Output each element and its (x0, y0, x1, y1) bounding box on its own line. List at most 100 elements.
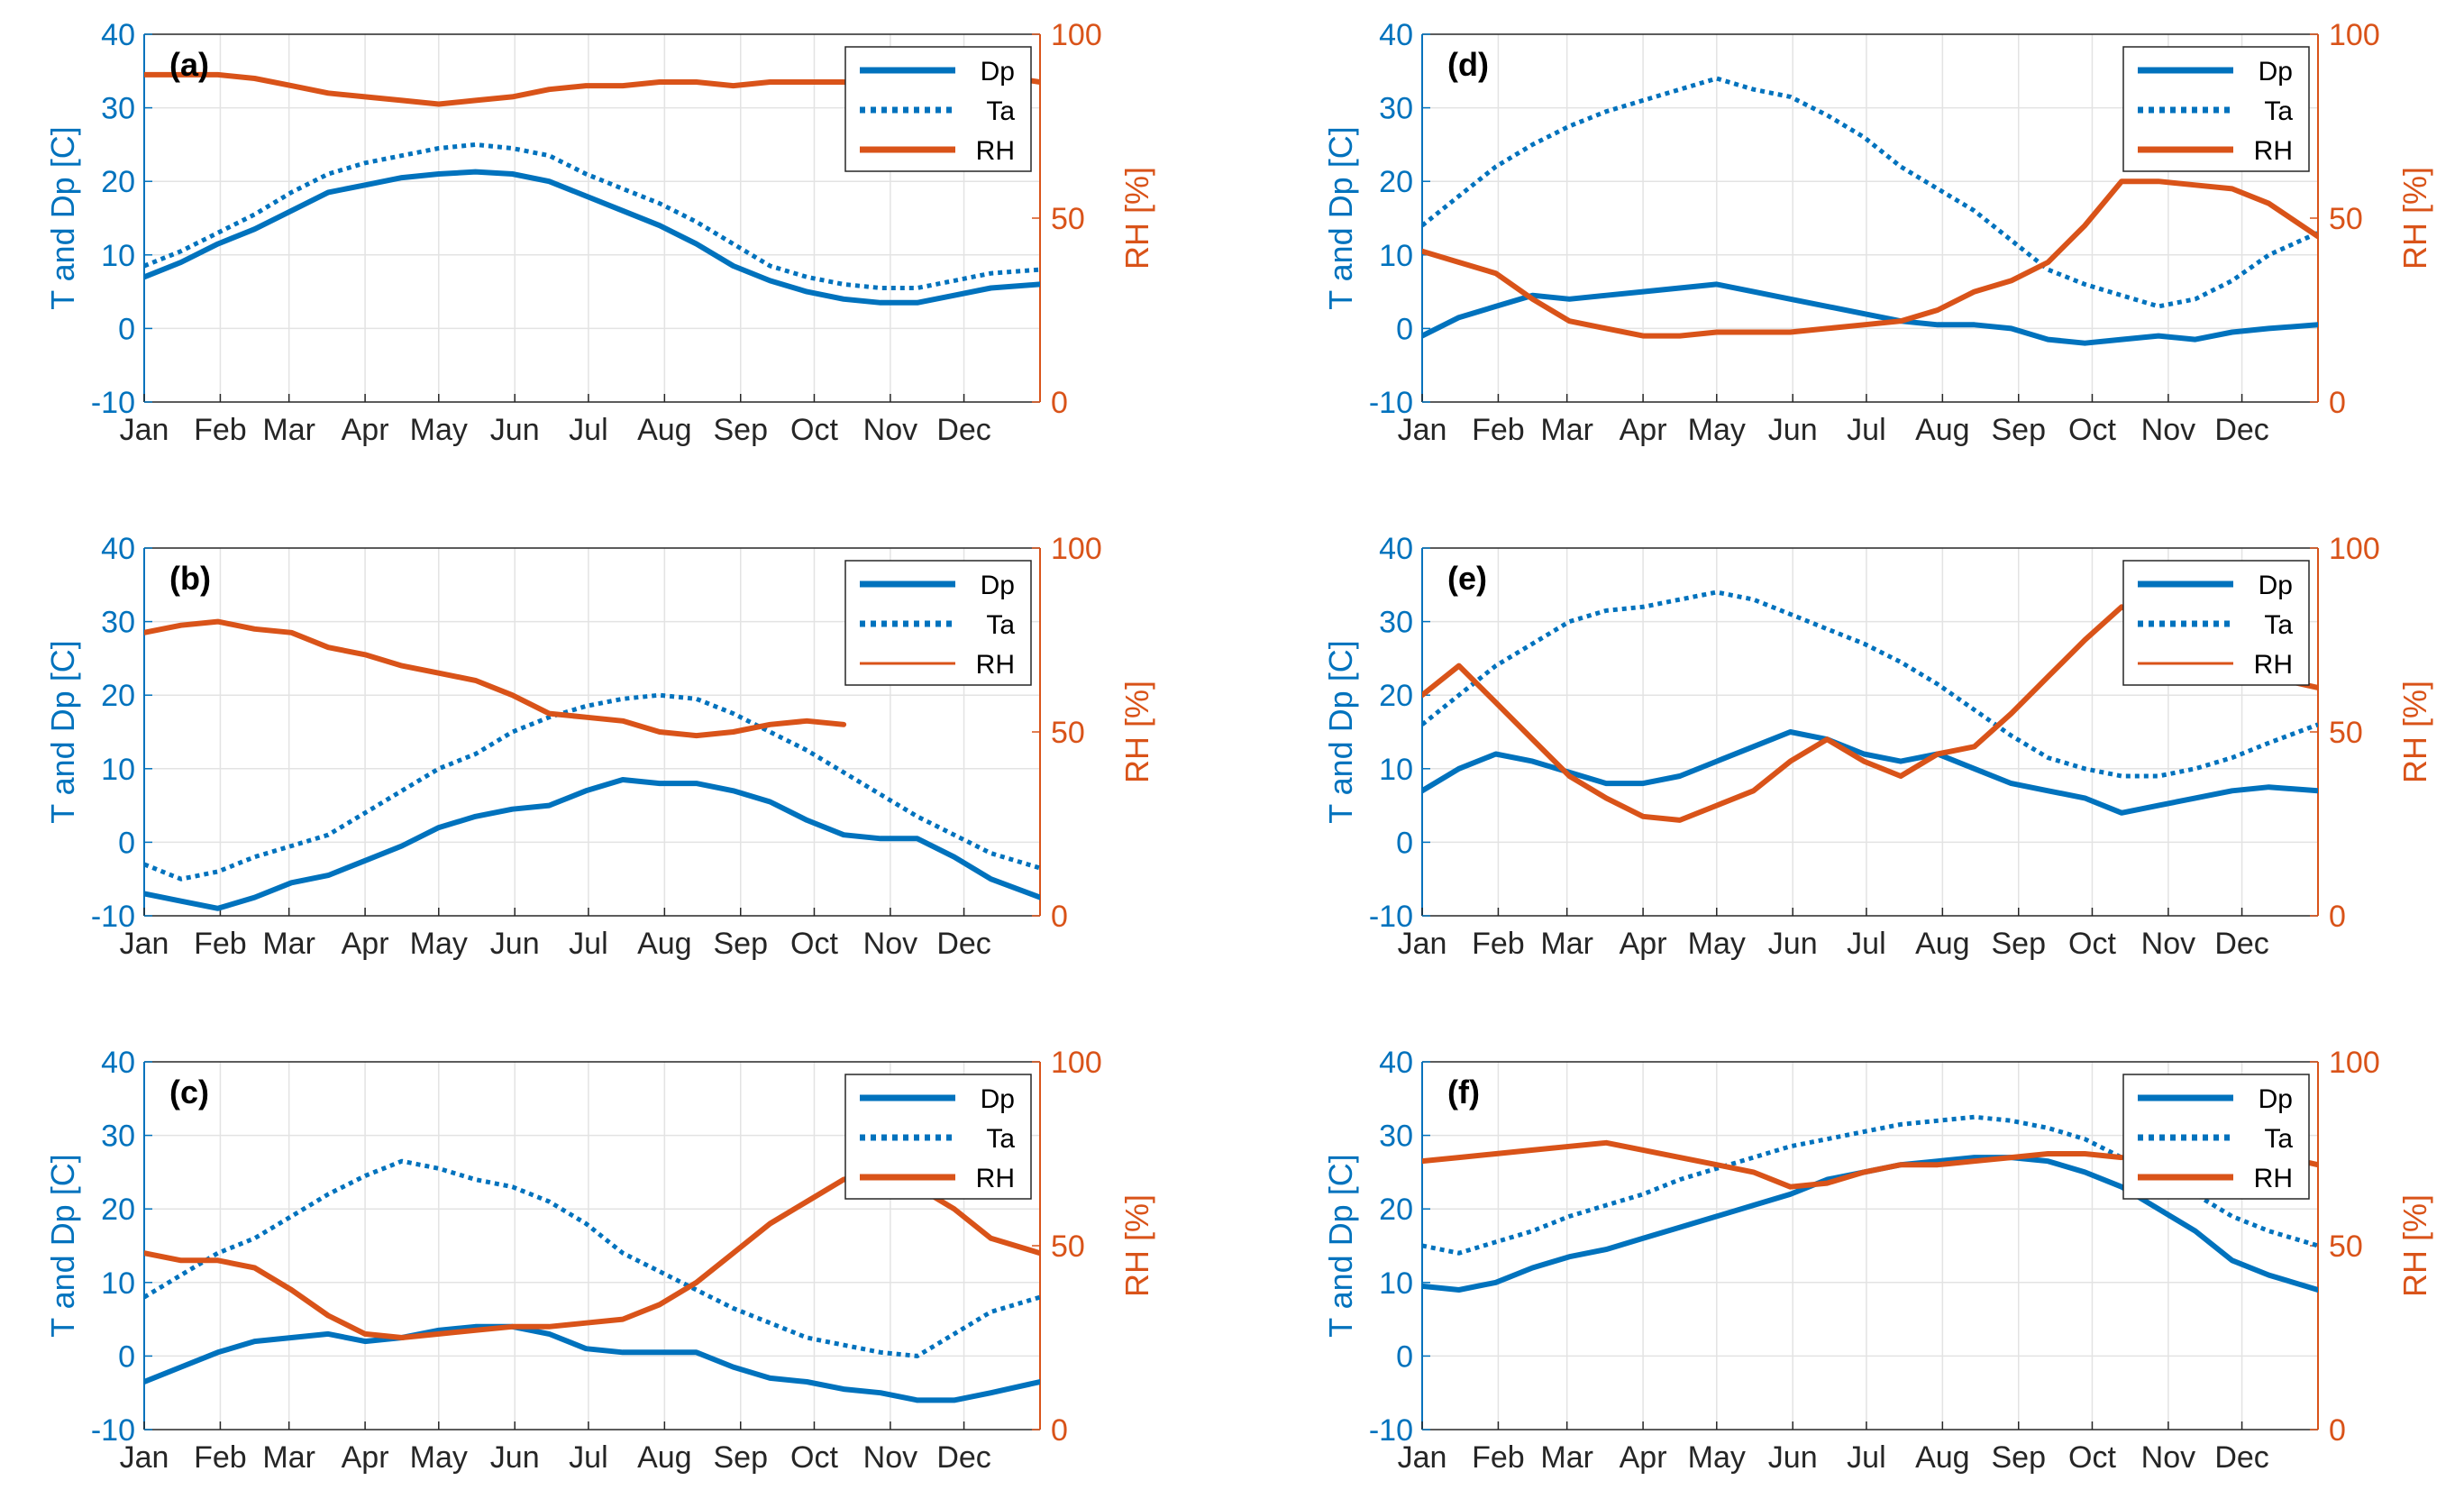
x-tick-label: Aug (637, 927, 692, 961)
left-y-axis-title: T and Dp [C] (44, 1154, 81, 1337)
x-tick-label: Apr (1620, 413, 1667, 447)
series-line-dp (144, 1323, 1040, 1403)
legend: Dp Ta RH (2122, 560, 2310, 686)
x-tick-label: Jan (1398, 1440, 1447, 1475)
left-y-tick-label: 30 (101, 92, 135, 126)
panel-label: (d) (1447, 46, 1489, 83)
right-y-tick-label: 0 (1051, 1413, 1068, 1448)
x-tick-label: Aug (1915, 927, 1970, 961)
x-tick-label: Sep (1992, 1440, 2047, 1475)
x-tick-label: Aug (1915, 413, 1970, 447)
legend-label: Ta (986, 1124, 1015, 1154)
x-tick-label: Apr (342, 1440, 389, 1475)
x-tick-label: May (410, 927, 468, 961)
panel-label: (b) (169, 560, 211, 597)
x-tick-label: Nov (863, 927, 917, 961)
x-tick-label: Nov (863, 1440, 917, 1475)
right-y-tick-label: 100 (2329, 532, 2380, 566)
legend-label: Ta (2264, 1124, 2293, 1154)
x-tick-label: Apr (342, 413, 389, 447)
series-line-ta (144, 1158, 1040, 1358)
right-y-tick-label: 100 (2329, 1046, 2380, 1080)
left-y-tick-label: 0 (118, 826, 135, 860)
chart-panel-c: Jan Feb Mar Apr May Jun Jul Aug Sep Oct Nov Dec -10 0… (44, 1046, 1155, 1475)
x-tick-label: Mar (262, 1440, 315, 1475)
right-y-tick-label: 50 (1051, 202, 1085, 236)
left-y-tick-label: 40 (101, 18, 135, 52)
right-y-tick-label: 50 (2329, 716, 2363, 750)
chart-panel-e: Jan Feb Mar Apr May Jun Jul Aug Sep Oct Nov Dec -10 0… (1322, 532, 2433, 961)
legend-label: Dp (2259, 571, 2293, 600)
legend-label: Ta (2264, 96, 2293, 126)
grid (144, 1062, 1040, 1430)
x-tick-label: Dec (936, 927, 990, 961)
left-y-tick-label: -10 (91, 1413, 135, 1448)
legend: Dp Ta RH (2122, 46, 2310, 172)
x-tick-label: May (1688, 1440, 1746, 1475)
right-y-tick-label: 0 (2329, 386, 2346, 420)
chart-panel-b: Jan Feb Mar Apr May Jun Jul Aug Sep Oct Nov Dec -10 0… (44, 532, 1155, 961)
left-y-tick-label: 30 (1379, 92, 1413, 126)
right-y-axis-title: RH [%] (1118, 167, 1155, 270)
legend-label: Dp (981, 571, 1015, 600)
x-tick-label: Jun (490, 413, 540, 447)
x-tick-label: Oct (790, 927, 838, 961)
right-y-tick-label: 0 (2329, 900, 2346, 934)
x-tick-label: Dec (936, 1440, 990, 1475)
x-tick-label: Nov (863, 413, 917, 447)
x-tick-label: Oct (790, 413, 838, 447)
left-y-tick-label: 0 (1396, 312, 1413, 346)
x-tick-label: Dec (2214, 1440, 2268, 1475)
left-y-tick-label: 0 (1396, 1339, 1413, 1374)
right-y-tick-label: 100 (2329, 18, 2380, 52)
x-tick-label: Apr (342, 927, 389, 961)
legend-label: RH (976, 1164, 1015, 1193)
series-line-ta (144, 142, 1040, 290)
x-tick-label: Mar (1540, 413, 1593, 447)
left-y-tick-label: 40 (101, 532, 135, 566)
x-tick-label: Nov (2141, 1440, 2195, 1475)
x-tick-label: Feb (1472, 1440, 1525, 1475)
right-y-axis-title: RH [%] (1118, 681, 1155, 783)
left-y-tick-label: 30 (101, 1120, 135, 1154)
right-y-tick-label: 100 (1051, 532, 1102, 566)
chart-panel-f: Jan Feb Mar Apr May Jun Jul Aug Sep Oct Nov Dec -10 0… (1322, 1046, 2433, 1475)
x-tick-label: May (410, 1440, 468, 1475)
left-y-tick-label: -10 (1369, 1413, 1413, 1448)
x-tick-label: Sep (1992, 927, 2047, 961)
x-tick-label: Oct (790, 1440, 838, 1475)
left-y-tick-label: 20 (101, 165, 135, 199)
left-y-tick-label: 0 (118, 312, 135, 346)
series-line-dp (144, 777, 1040, 911)
panel-label: (a) (169, 46, 209, 83)
x-tick-label: Jul (1847, 927, 1885, 961)
left-y-tick-label: 0 (118, 1339, 135, 1374)
x-tick-label: Mar (1540, 927, 1593, 961)
legend-label: Dp (2259, 1084, 2293, 1114)
x-tick-label: Nov (2141, 413, 2195, 447)
legend-label: RH (976, 650, 1015, 680)
x-tick-label: Jun (490, 1440, 540, 1475)
plot-area (1422, 76, 2318, 346)
legend: Dp Ta RH (844, 46, 1032, 172)
x-tick-label: Aug (1915, 1440, 1970, 1475)
series-line-dp (144, 169, 1040, 306)
chart-panel-a: Jan Feb Mar Apr May Jun Jul Aug Sep Oct Nov Dec -10 0… (44, 18, 1155, 447)
left-y-tick-label: 40 (1379, 532, 1413, 566)
legend-label: RH (2254, 1164, 2293, 1193)
grid (144, 548, 1040, 916)
series-line-ta (1422, 590, 2318, 779)
legend-label: RH (2254, 650, 2293, 680)
x-tick-label: Mar (262, 413, 315, 447)
x-tick-label: Sep (714, 927, 769, 961)
x-tick-label: Jul (1847, 413, 1885, 447)
x-tick-label: Mar (1540, 1440, 1593, 1475)
x-tick-label: Jan (1398, 413, 1447, 447)
series-line-rh (1422, 178, 2318, 339)
chart-panel-d: Jan Feb Mar Apr May Jun Jul Aug Sep Oct Nov Dec -10 0… (1322, 18, 2433, 447)
x-tick-label: Jan (120, 927, 169, 961)
right-y-tick-label: 50 (1051, 716, 1085, 750)
left-y-tick-label: 40 (101, 1046, 135, 1080)
right-y-axis-title: RH [%] (2396, 167, 2433, 270)
